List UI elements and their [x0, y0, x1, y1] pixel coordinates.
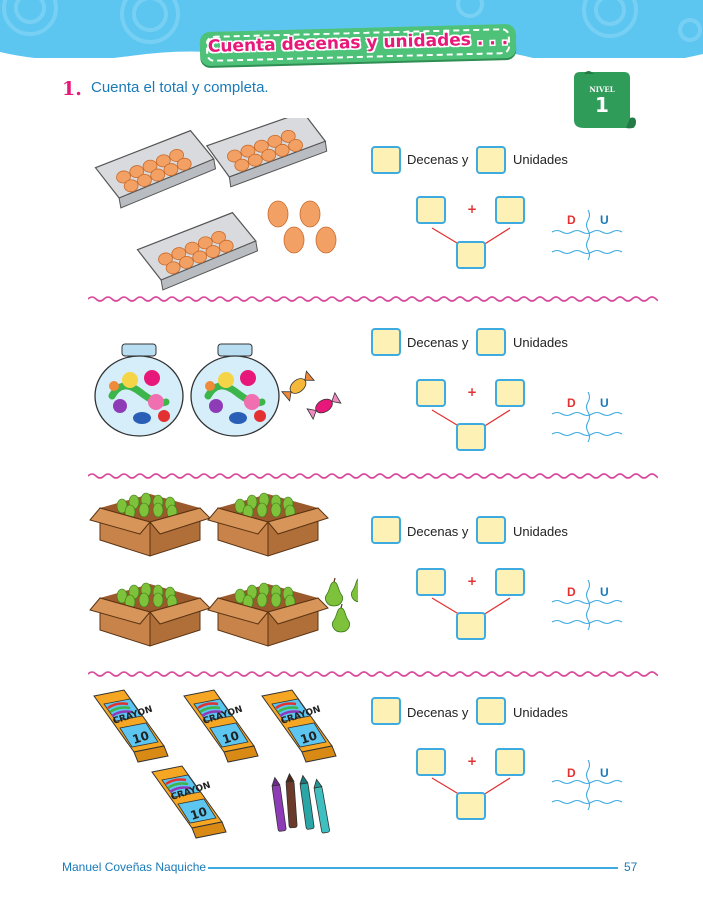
unidades-box[interactable]: [476, 697, 506, 725]
eggs-illustration: [94, 118, 337, 291]
footer-rule: [208, 867, 618, 869]
u-label: U: [600, 396, 609, 410]
d-label: D: [567, 396, 576, 410]
exercise-pears: Decenas y Unidades + D U: [0, 488, 703, 668]
crayon-box-count: 10: [221, 728, 241, 746]
instruction-number: 1.: [62, 78, 82, 100]
decenas-box[interactable]: [371, 697, 401, 725]
u-label: U: [600, 766, 609, 780]
addend-box-left[interactable]: [416, 568, 446, 596]
addend-box-right[interactable]: [495, 379, 525, 407]
candy-illustration: [94, 343, 342, 437]
section-divider: [88, 671, 658, 677]
place-value-table: [552, 209, 623, 261]
unidades-label: Unidades: [513, 524, 568, 539]
plus-sign: +: [467, 754, 478, 768]
pears-illustration: [89, 492, 358, 647]
addend-box-left[interactable]: [416, 379, 446, 407]
crayon-box-count: 10: [131, 728, 151, 746]
level-label: NIVEL: [589, 85, 615, 94]
place-value-table: [552, 392, 623, 443]
total-box[interactable]: [456, 423, 486, 451]
total-box[interactable]: [456, 612, 486, 640]
u-label: U: [600, 213, 609, 227]
unidades-label: Unidades: [513, 152, 568, 167]
exercise-eggs: Decenas y Unidades + D U: [0, 118, 703, 298]
level-scroll-icon: [574, 71, 636, 129]
crayons-illustration: CRAYON 10 CRAYON 10 CRAYON 10 CRAYON 10: [92, 688, 338, 840]
unidades-label: Unidades: [513, 335, 568, 350]
level-number: 1: [595, 93, 609, 117]
u-label: U: [600, 585, 609, 599]
decenas-box[interactable]: [371, 146, 401, 174]
d-label: D: [567, 585, 576, 599]
d-label: D: [567, 213, 576, 227]
exercise-candy: Decenas y Unidades + D U: [0, 300, 703, 480]
decenas-label: Decenas y: [407, 335, 469, 350]
section-divider: [88, 473, 658, 479]
place-value-table: [552, 760, 623, 811]
unidades-box[interactable]: [476, 146, 506, 174]
decenas-box[interactable]: [371, 516, 401, 544]
decenas-label: Decenas y: [407, 705, 469, 720]
decenas-label: Decenas y: [407, 152, 469, 167]
plus-sign: +: [467, 385, 478, 399]
addend-box-left[interactable]: [416, 196, 446, 224]
decenas-label: Decenas y: [407, 524, 469, 539]
addend-box-right[interactable]: [495, 196, 525, 224]
instruction-text: Cuenta el total y completa.: [91, 79, 269, 96]
footer-author: Manuel Coveñas Naquiche: [62, 860, 207, 874]
unidades-box[interactable]: [476, 328, 506, 356]
addend-box-right[interactable]: [495, 748, 525, 776]
level-badge: NIVEL 1: [570, 68, 642, 134]
section-divider: [88, 296, 658, 302]
d-label: D: [567, 766, 576, 780]
crayon-box-count: 10: [299, 728, 319, 746]
plus-sign: +: [467, 574, 478, 588]
total-box[interactable]: [456, 792, 486, 820]
page-number: 57: [624, 860, 638, 874]
exercise-crayons: CRAYON 10 CRAYON 10 CRAYON 10 CRAYON 10 …: [0, 682, 703, 847]
addend-box-right[interactable]: [495, 568, 525, 596]
plus-sign: +: [467, 202, 478, 216]
crayon-box-count: 10: [189, 804, 209, 822]
unidades-box[interactable]: [476, 516, 506, 544]
unidades-label: Unidades: [513, 705, 568, 720]
decenas-box[interactable]: [371, 328, 401, 356]
total-box[interactable]: [456, 241, 486, 269]
addend-box-left[interactable]: [416, 748, 446, 776]
place-value-table: [552, 580, 623, 631]
